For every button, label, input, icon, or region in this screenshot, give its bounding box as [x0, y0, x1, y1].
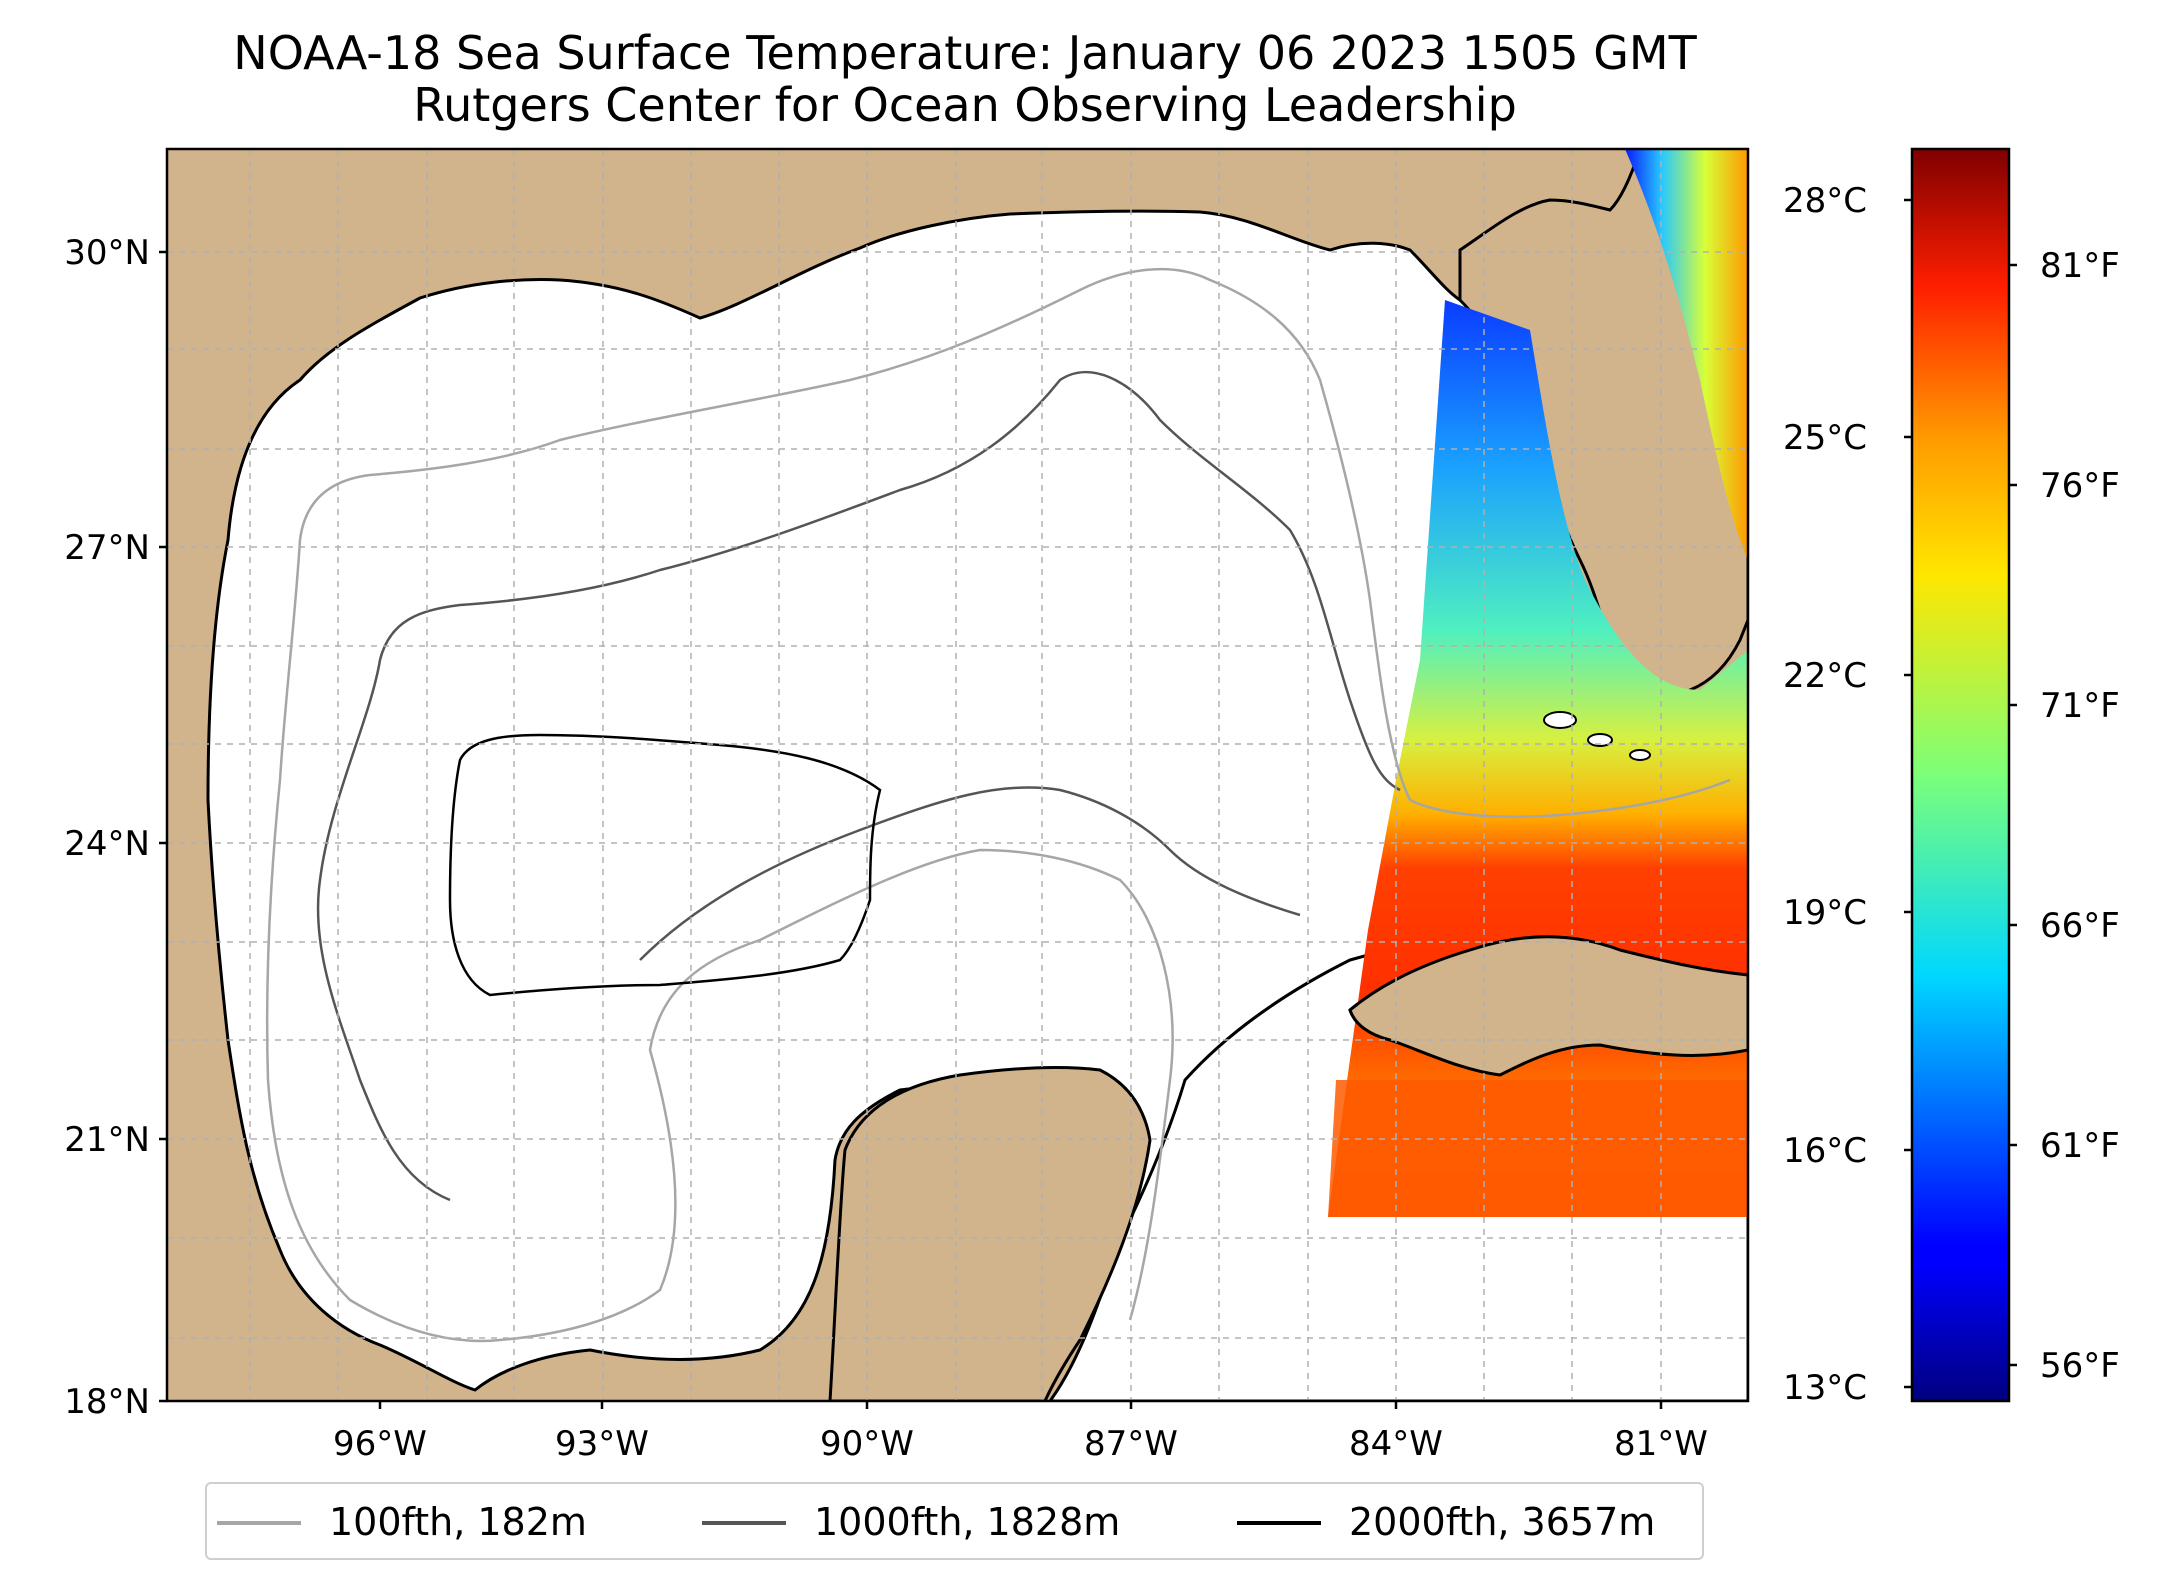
map-area: [167, 149, 1748, 1401]
colorbar-celsius-label: 25°C: [1783, 418, 1867, 458]
colorbar-celsius-label: 28°C: [1783, 181, 1867, 221]
lat-tick-label: 27°N: [64, 528, 150, 568]
legend-line-light-gray: [217, 1521, 301, 1525]
lon-tick-label: 81°W: [1614, 1424, 1708, 1464]
keys-islands: [1543, 711, 1651, 761]
colorbar-celsius-label: 16°C: [1783, 1131, 1867, 1171]
colorbar-fahrenheit-label: 56°F: [2040, 1346, 2120, 1386]
lon-tick-label: 96°W: [333, 1424, 427, 1464]
map-subtitle: Rutgers Center for Ocean Observing Leade…: [413, 78, 1517, 132]
colorbar-fahrenheit-label: 66°F: [2040, 906, 2120, 946]
contour-100fth: [298, 267, 1731, 819]
colorbar-celsius-ticks: [1904, 198, 1912, 1389]
colorbar-celsius-label: 19°C: [1783, 893, 1867, 933]
contour-100fth-west: [265, 539, 1174, 1343]
legend-line-dark-gray: [702, 1521, 786, 1525]
lon-tick-label: 93°W: [555, 1424, 649, 1464]
lat-tick-label: 24°N: [64, 824, 150, 864]
colorbar-fahrenheit-label: 76°F: [2040, 466, 2120, 506]
lon-tick-label: 87°W: [1084, 1424, 1178, 1464]
lat-tick-label: 18°N: [64, 1382, 150, 1422]
lon-tick-marks: [378, 1401, 1663, 1409]
lat-tick-marks: [159, 250, 167, 1403]
contour-2000fth: [448, 733, 882, 997]
colorbar-celsius-label: 13°C: [1783, 1368, 1867, 1408]
map-title: NOAA-18 Sea Surface Temperature: January…: [233, 26, 1697, 80]
colorbar-fahrenheit-label: 61°F: [2040, 1126, 2120, 1166]
lat-tick-label: 21°N: [64, 1120, 150, 1160]
colorbar-celsius-label: 22°C: [1783, 656, 1867, 696]
legend-label: 100fth, 182m: [329, 1500, 587, 1544]
map-border: [165, 147, 1750, 1403]
map-graticule: [167, 149, 1748, 1401]
colorbar-fahrenheit-label: 71°F: [2040, 686, 2120, 726]
legend-label: 1000fth, 1828m: [814, 1500, 1121, 1544]
sst-south-strip: [1328, 1080, 1748, 1217]
colorbar: [1910, 147, 2011, 1403]
contour-legend: 100fth, 182m 1000fth, 1828m 2000fth, 365…: [205, 1482, 1704, 1560]
legend-line-black: [1237, 1521, 1321, 1525]
legend-label: 2000fth, 3657m: [1349, 1500, 1656, 1544]
lon-tick-label: 90°W: [820, 1424, 914, 1464]
colorbar-fahrenheit-ticks: [2009, 263, 2017, 1367]
contour-1000fth: [316, 370, 1401, 1202]
lat-tick-label: 30°N: [64, 233, 150, 273]
lon-tick-label: 84°W: [1349, 1424, 1443, 1464]
yucatan-land: [828, 1066, 1152, 1401]
colorbar-fahrenheit-label: 81°F: [2040, 246, 2120, 286]
